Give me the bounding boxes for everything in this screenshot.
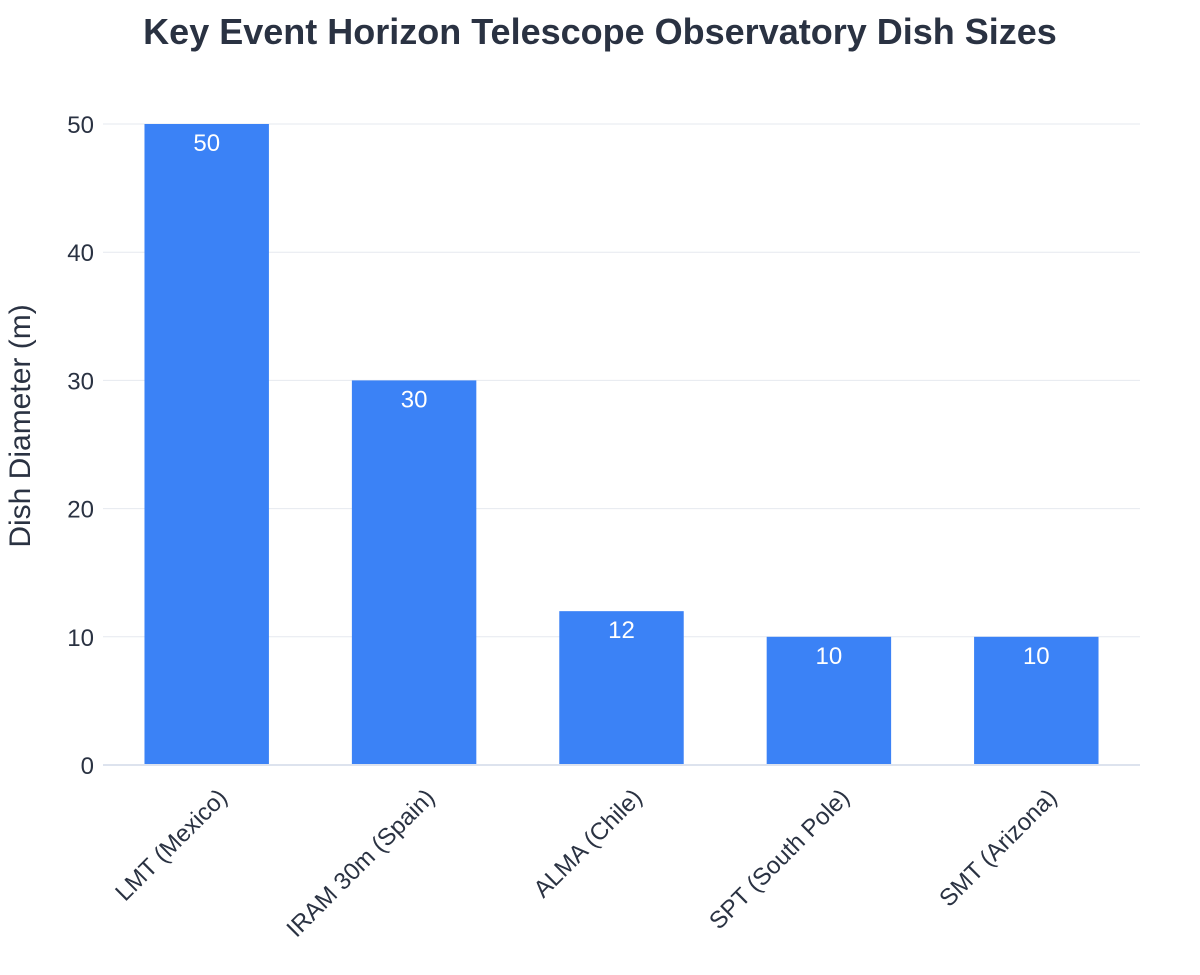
chart-title: Key Event Horizon Telescope Observatory … [143, 11, 1057, 52]
y-axis-ticks: 0 10 20 30 40 50 [67, 112, 94, 780]
x-tick-label: LMT (Mexico) [110, 784, 233, 907]
bar [144, 124, 269, 765]
bar-value-label: 30 [401, 386, 428, 413]
bar [974, 636, 1099, 765]
bar-value-label: 10 [816, 643, 843, 670]
bar [559, 611, 684, 765]
bar-value-label: 12 [608, 617, 635, 644]
x-tick-label: SMT (Arizona) [934, 784, 1062, 912]
x-tick-label: ALMA (Chile) [529, 784, 648, 903]
y-tick-label: 40 [67, 240, 94, 267]
bar [766, 636, 892, 765]
data-labels: 50 30 12 10 10 [193, 130, 1049, 670]
bar-value-label: 10 [1023, 643, 1050, 670]
bar-value-label: 50 [193, 130, 220, 157]
bar [351, 380, 477, 765]
y-tick-label: 20 [67, 497, 94, 524]
x-tick-label: SPT (South Pole) [704, 784, 855, 935]
y-tick-label: 30 [67, 368, 94, 395]
bars [144, 124, 1099, 765]
x-axis-ticks: LMT (Mexico) IRAM 30m (Spain) ALMA (Chile)… [110, 784, 1062, 943]
y-tick-label: 0 [81, 753, 94, 780]
y-tick-label: 10 [67, 625, 94, 652]
gridlines [103, 123, 1140, 638]
y-tick-label: 50 [67, 112, 94, 139]
x-tick-label: IRAM 30m (Spain) [282, 784, 441, 943]
y-axis-title: Dish Diameter (m) [4, 304, 37, 547]
